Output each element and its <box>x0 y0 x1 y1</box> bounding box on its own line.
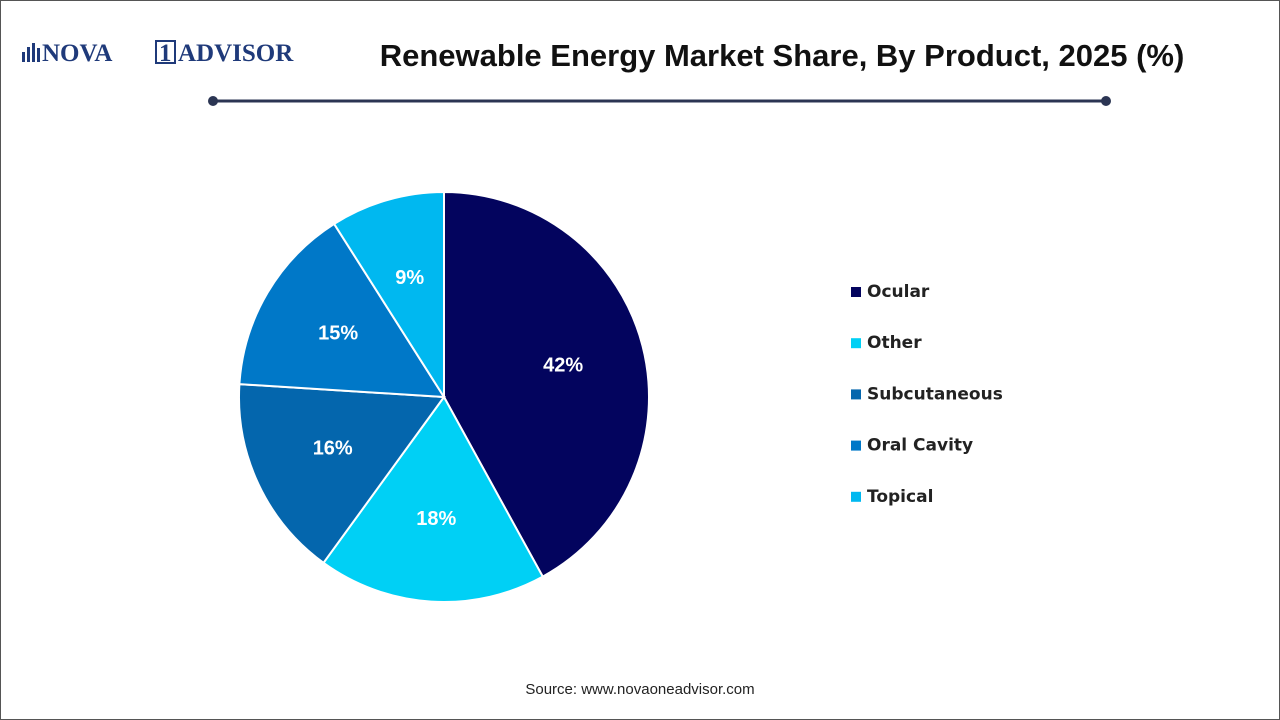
rule-dot <box>208 96 218 106</box>
legend-label: Topical <box>867 487 933 507</box>
pie-slice <box>238 383 446 565</box>
source: Source: www.novaoneadvisor.com <box>525 681 754 698</box>
legend: Ocular Other Subcutaneous Oral Cavity Topica… <box>851 282 1003 507</box>
data-label: 16% <box>313 438 353 460</box>
pie: 42% 18% 16% 15% 9% <box>238 190 650 603</box>
legend-swatch <box>851 440 861 451</box>
legend-label: Ocular <box>867 282 930 302</box>
chart-title: Renewable Energy Market Share, By Produc… <box>380 38 1185 73</box>
data-label: 42% <box>543 355 583 377</box>
data-label: 9% <box>395 267 424 289</box>
legend-label: Oral Cavity <box>867 436 973 456</box>
pie-slice <box>322 395 545 603</box>
logo-text: ADVISOR <box>178 40 294 67</box>
pie-slice <box>443 190 650 579</box>
pie-slice <box>332 190 445 401</box>
legend-swatch <box>851 287 861 297</box>
legend-swatch <box>851 389 861 400</box>
legend-swatch <box>851 338 861 349</box>
logo-text: 1 <box>159 40 172 67</box>
data-label: 15% <box>318 323 358 345</box>
logo-text: NOVA <box>42 40 112 67</box>
legend-swatch <box>851 491 861 502</box>
legend-label: Subcutaneous <box>867 384 1003 404</box>
rule-dot <box>1101 96 1111 106</box>
legend-label: Other <box>867 333 922 353</box>
logo: NOVA 1 ADVISOR <box>22 40 294 67</box>
pie-slice <box>238 222 446 399</box>
data-label: 18% <box>416 508 456 530</box>
